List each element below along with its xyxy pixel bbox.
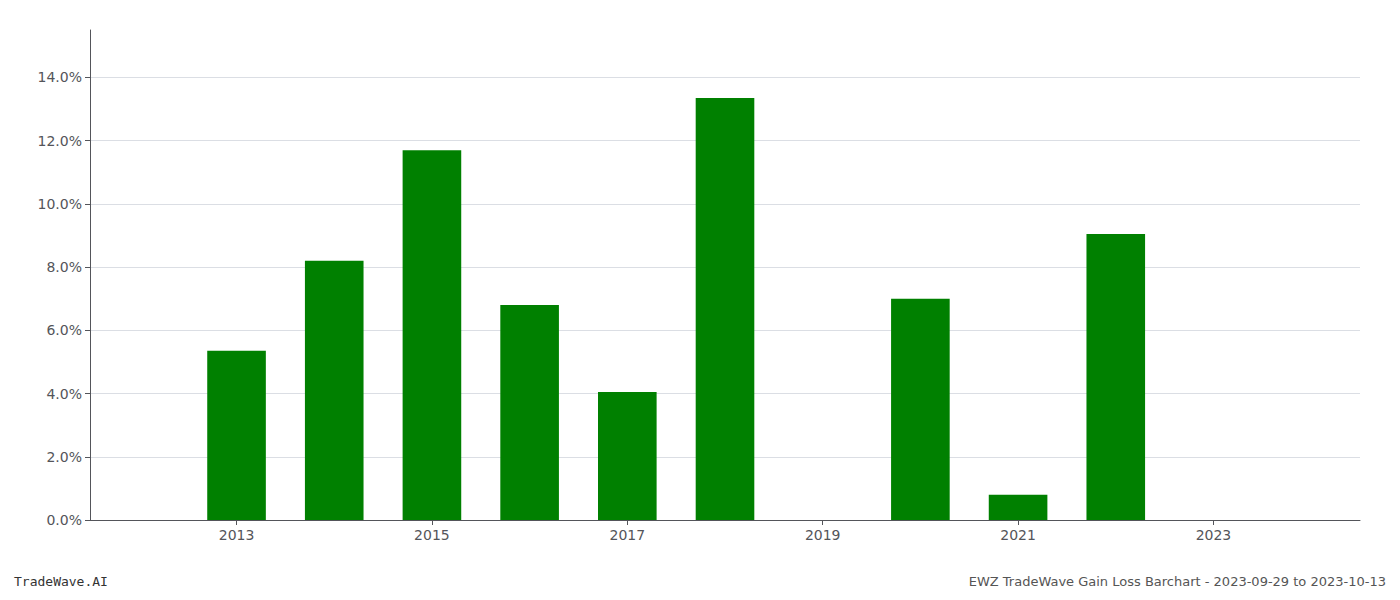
svg-text:2021: 2021 xyxy=(1000,527,1036,543)
svg-text:2015: 2015 xyxy=(414,527,450,543)
svg-text:6.0%: 6.0% xyxy=(46,322,82,338)
svg-text:2013: 2013 xyxy=(219,527,255,543)
svg-text:10.0%: 10.0% xyxy=(38,196,82,212)
svg-text:2017: 2017 xyxy=(609,527,645,543)
svg-text:2.0%: 2.0% xyxy=(46,449,82,465)
svg-text:8.0%: 8.0% xyxy=(46,259,82,275)
svg-text:EWZ TradeWave Gain Loss Barcha: EWZ TradeWave Gain Loss Barchart - 2023-… xyxy=(969,574,1386,589)
svg-text:12.0%: 12.0% xyxy=(38,133,82,149)
svg-text:TradeWave.AI: TradeWave.AI xyxy=(14,574,108,589)
svg-text:0.0%: 0.0% xyxy=(46,512,82,528)
svg-text:14.0%: 14.0% xyxy=(38,69,82,85)
svg-text:2023: 2023 xyxy=(1196,527,1232,543)
svg-text:4.0%: 4.0% xyxy=(46,386,82,402)
svg-text:2019: 2019 xyxy=(805,527,841,543)
